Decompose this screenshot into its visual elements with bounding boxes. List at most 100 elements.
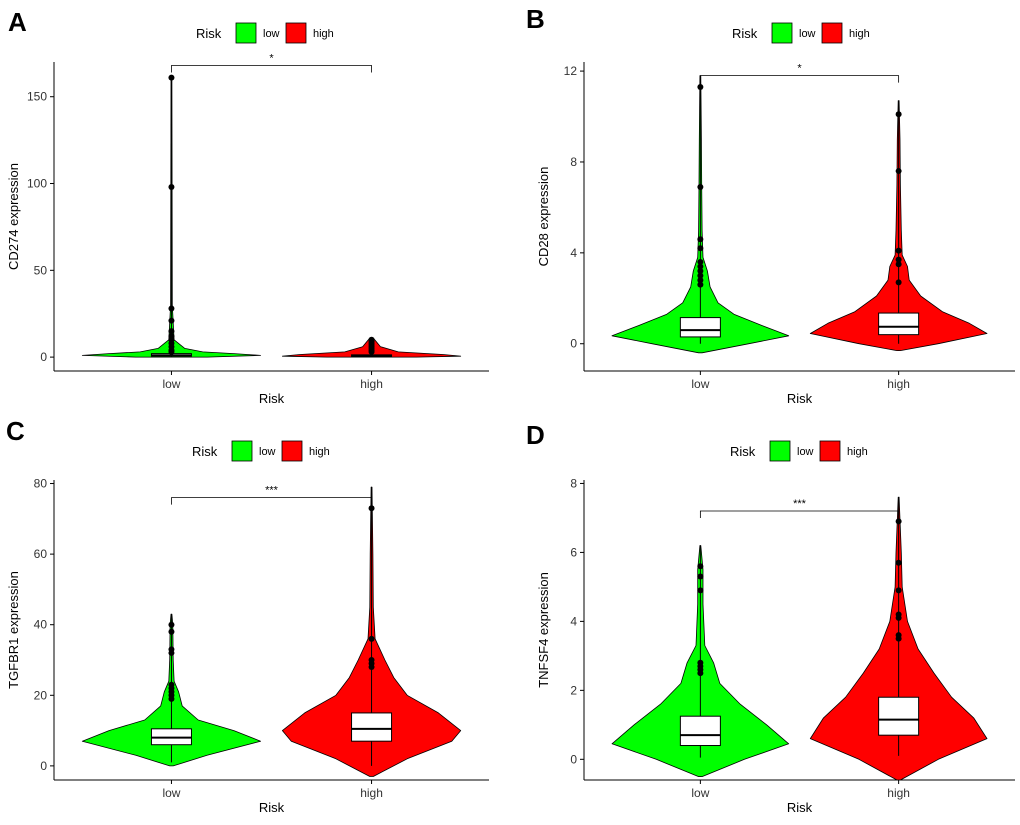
legend: Risk low high — [192, 440, 330, 462]
outlier-point — [697, 268, 704, 275]
outlier-point — [168, 305, 175, 312]
y-tick-label: 6 — [570, 545, 577, 559]
legend-label-low: low — [259, 446, 276, 458]
outlier-point — [697, 83, 704, 90]
y-tick-label: 40 — [34, 618, 48, 632]
box-high — [878, 312, 920, 336]
panel-d: D Risk low high 0 2 4 6 8 Risk TNFSF4 expression lo… — [526, 420, 1015, 815]
outlier-point — [368, 336, 375, 343]
y-tick-label: 60 — [34, 547, 48, 561]
y-tick-label: 4 — [570, 246, 577, 260]
outlier-point — [697, 281, 704, 288]
significance-label: * — [797, 63, 802, 75]
outlier-point — [895, 518, 902, 525]
legend-swatch-high — [819, 440, 841, 462]
outlier-point — [168, 628, 175, 635]
outlier-point — [895, 247, 902, 254]
significance-label: * — [269, 52, 274, 64]
significance-bracket — [699, 75, 900, 83]
x-tick-label-high: high — [360, 377, 383, 391]
outlier-point — [368, 505, 375, 512]
outlier-point — [168, 621, 175, 628]
x-axis-title: Risk — [259, 800, 285, 815]
y-tick-label: 100 — [27, 177, 47, 191]
panel-letter: A — [8, 7, 27, 37]
legend-swatch-high — [285, 22, 307, 44]
x-axis-title: Risk — [787, 391, 813, 406]
legend-title: Risk — [732, 26, 758, 41]
outlier-point — [697, 236, 704, 243]
y-tick-label: 80 — [34, 477, 48, 491]
outlier-point — [895, 256, 902, 263]
outlier-point — [697, 563, 704, 570]
outlier-point — [168, 646, 175, 653]
legend-label-low: low — [799, 28, 816, 40]
outlier-point — [697, 183, 704, 190]
legend-label-low: low — [797, 446, 814, 458]
legend-swatch-low — [769, 440, 791, 462]
y-axis-title: TNFSF4 expression — [536, 572, 551, 688]
panel-c: C Risk low high 0 20 40 60 80 Risk TGFBR1 expressi… — [6, 416, 489, 815]
legend-swatch-low — [771, 22, 793, 44]
outlier-point — [168, 328, 175, 335]
outlier-point — [895, 587, 902, 594]
legend-label-high: high — [313, 28, 334, 40]
box-high — [351, 712, 393, 742]
outlier-point — [697, 258, 704, 265]
legend-title: Risk — [730, 444, 756, 459]
outlier-point — [697, 263, 704, 270]
y-tick-label: 0 — [40, 759, 47, 773]
x-tick-label-low: low — [691, 377, 709, 391]
legend-label-high: high — [849, 28, 870, 40]
y-tick-label: 150 — [27, 90, 47, 104]
y-tick-label: 50 — [34, 263, 48, 277]
outlier-point — [895, 632, 902, 639]
outlier-point — [895, 611, 902, 618]
panel-letter: D — [526, 420, 545, 450]
x-axis-title: Risk — [787, 800, 813, 815]
outlier-point — [168, 74, 175, 81]
outlier-point — [895, 111, 902, 118]
outlier-point — [895, 279, 902, 286]
panel-a: A Risk low high 0 50 100 150 Risk CD274 expressio… — [6, 7, 489, 406]
x-tick-label-high: high — [360, 786, 383, 800]
outlier-point — [895, 559, 902, 566]
outlier-point — [895, 261, 902, 268]
outlier-point — [368, 635, 375, 642]
legend-label-low: low — [263, 28, 280, 40]
y-tick-label: 2 — [570, 683, 577, 697]
x-tick-label-high: high — [887, 786, 910, 800]
y-tick-label: 0 — [40, 350, 47, 364]
legend: Risk low high — [732, 22, 870, 44]
outlier-point — [368, 657, 375, 663]
outlier-point — [168, 681, 175, 688]
significance-bracket — [171, 497, 372, 505]
outlier-point — [697, 573, 704, 580]
y-tick-label: 0 — [570, 337, 577, 351]
legend-swatch-high — [821, 22, 843, 44]
legend-label-high: high — [309, 446, 330, 458]
x-tick-label-low: low — [691, 786, 709, 800]
box-high — [878, 696, 920, 736]
outlier-point — [697, 277, 704, 284]
outlier-point — [697, 245, 704, 252]
box-low — [679, 715, 721, 747]
legend-label-high: high — [847, 446, 868, 458]
legend-title: Risk — [196, 26, 222, 41]
panel-b: B Risk low high 0 4 8 12 Risk CD28 expression low h… — [526, 4, 1015, 406]
y-tick-label: 0 — [570, 752, 577, 766]
outlier-point — [168, 183, 175, 190]
x-axis-title: Risk — [259, 391, 285, 406]
legend-swatch-high — [281, 440, 303, 462]
outlier-point — [168, 317, 175, 324]
outlier-point — [168, 333, 175, 340]
y-tick-label: 12 — [564, 64, 578, 78]
box-low — [679, 317, 721, 338]
outlier-point — [697, 659, 704, 666]
legend-title: Risk — [192, 444, 218, 459]
x-tick-label-high: high — [887, 377, 910, 391]
y-tick-label: 8 — [570, 476, 577, 490]
significance-label: *** — [265, 485, 279, 497]
legend: Risk low high — [196, 22, 334, 44]
